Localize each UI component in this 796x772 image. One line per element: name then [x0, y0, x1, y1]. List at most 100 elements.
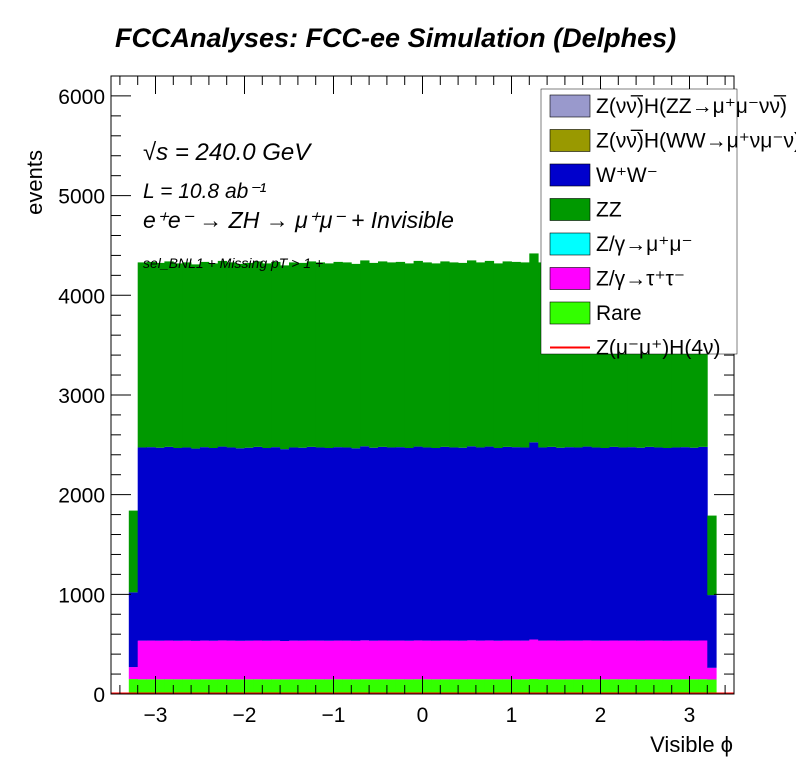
bar-3-bin-13 [244, 447, 254, 641]
bar-4-bin-36 [449, 262, 459, 448]
legend-swatch [549, 163, 591, 187]
legend-label: Z(νν̅)H(ZZ→μ⁺μ⁻νν̅) [596, 95, 787, 118]
bar-1-bin-40 [484, 640, 495, 680]
bar-1-bin-1 [137, 640, 147, 680]
bar-3-bin-14 [253, 446, 263, 641]
bar-1-bin-49 [564, 640, 575, 680]
bar-4-bin-18 [289, 262, 299, 448]
bar-3-bin-3 [155, 447, 165, 641]
bar-0-bin-30 [395, 679, 406, 694]
bar-3-bin-12 [235, 448, 245, 641]
bar-4-bin-10 [217, 260, 228, 447]
bar-1-bin-48 [556, 640, 566, 680]
bar-4-bin-49 [564, 261, 575, 448]
bar-1-bin-12 [235, 640, 245, 680]
bar-0-bin-43 [511, 679, 521, 694]
bar-4-bin-62 [680, 261, 690, 448]
bar-1-bin-16 [271, 640, 281, 680]
bar-0-bin-50 [573, 679, 584, 694]
bar-1-bin-46 [538, 640, 548, 680]
bar-0-bin-55 [618, 679, 628, 694]
bar-4-bin-25 [351, 263, 361, 449]
bar-0-bin-40 [484, 679, 495, 694]
bar-4-bin-13 [244, 262, 254, 448]
x-tick-label: 2 [595, 704, 607, 727]
bar-4-bin-46 [538, 262, 548, 448]
bar-3-bin-20 [306, 446, 317, 641]
legend-swatch [549, 232, 591, 256]
bar-1-bin-32 [413, 640, 423, 680]
y-tick-label: 0 [93, 684, 105, 707]
bar-3-bin-35 [440, 446, 450, 641]
bar-4-bin-21 [315, 262, 325, 448]
bar-3-bin-49 [564, 447, 575, 641]
bar-0-bin-39 [475, 679, 486, 694]
bar-0-bin-29 [386, 679, 397, 694]
bar-4-bin-39 [475, 262, 486, 448]
bar-3-bin-47 [547, 446, 557, 641]
bar-3-bin-6 [182, 447, 192, 641]
legend: Z(νν̅)H(ZZ→μ⁺μ⁻νν̅) Z(νν̅)H(WW→μ⁺νμ⁻ν) W⁺W… [540, 88, 796, 360]
y-tick-label: 1000 [58, 584, 105, 607]
bar-0-bin-56 [627, 679, 637, 694]
bar-3-bin-33 [422, 447, 432, 641]
bar-3-bin-61 [671, 447, 681, 641]
annotation-process: e⁺e⁻ → ZH → μ⁺μ⁻ + Invisible [143, 207, 454, 233]
bar-1-bin-52 [591, 640, 601, 680]
bar-3-bin-41 [493, 448, 503, 641]
bar-1-bin-29 [386, 640, 397, 680]
bar-4-bin-8 [200, 261, 210, 448]
annotation-energy: √s = 240.0 GeV [143, 139, 312, 166]
bar-4-bin-26 [360, 260, 370, 447]
bar-3-bin-32 [413, 446, 423, 641]
bar-3-bin-31 [404, 448, 414, 641]
bar-3-bin-17 [280, 449, 290, 641]
bar-1-bin-21 [315, 640, 325, 680]
bar-0-bin-8 [200, 679, 210, 694]
bar-0-bin-52 [591, 679, 601, 694]
bar-3-bin-16 [271, 447, 281, 641]
bar-1-bin-61 [671, 640, 681, 680]
bar-3-bin-37 [458, 447, 468, 641]
bar-0-bin-63 [689, 679, 699, 694]
bar-1-bin-19 [297, 640, 308, 680]
bar-0-bin-13 [244, 679, 254, 694]
bar-4-bin-16 [271, 261, 281, 448]
bar-1-bin-27 [369, 640, 379, 680]
x-tick-label: 0 [417, 704, 429, 727]
bar-3-bin-63 [689, 447, 699, 641]
bar-1-bin-31 [404, 640, 414, 680]
bar-0-bin-22 [324, 679, 334, 694]
bar-4-bin-44 [520, 262, 530, 448]
bar-0-bin-12 [235, 679, 245, 694]
bar-0-bin-61 [671, 679, 681, 694]
bar-4-bin-61 [671, 262, 681, 448]
y-tick-label: 5000 [58, 186, 105, 209]
legend-label: Z(μ⁻μ⁺)H(4ν) [596, 337, 721, 360]
bar-4-bin-1 [137, 262, 147, 448]
bar-4-bin-37 [458, 262, 468, 448]
y-tick-label: 4000 [58, 285, 105, 308]
bar-4-bin-27 [369, 262, 379, 448]
bar-0-bin-48 [556, 679, 566, 694]
bar-4-bin-63 [689, 262, 699, 448]
bar-3-bin-26 [360, 446, 370, 641]
bar-1-bin-8 [200, 640, 210, 680]
bar-3-bin-27 [369, 447, 379, 641]
bar-1-bin-15 [262, 640, 272, 680]
legend-label: W⁺W⁻ [596, 164, 658, 187]
y-axis-label: events [22, 150, 47, 215]
bar-4-bin-53 [600, 263, 610, 449]
bar-0-bin-62 [680, 679, 690, 694]
bar-4-bin-45 [529, 253, 539, 443]
stacked-bars [111, 253, 734, 695]
bar-3-bin-51 [582, 446, 592, 641]
bar-1-bin-7 [191, 640, 201, 680]
x-tick-label: 3 [684, 704, 696, 727]
bar-1-bin-45 [529, 639, 539, 679]
bar-0-bin-18 [289, 679, 299, 694]
bar-0-bin-59 [653, 679, 664, 694]
bar-0-bin-46 [538, 679, 548, 694]
bar-3-bin-59 [653, 447, 664, 641]
